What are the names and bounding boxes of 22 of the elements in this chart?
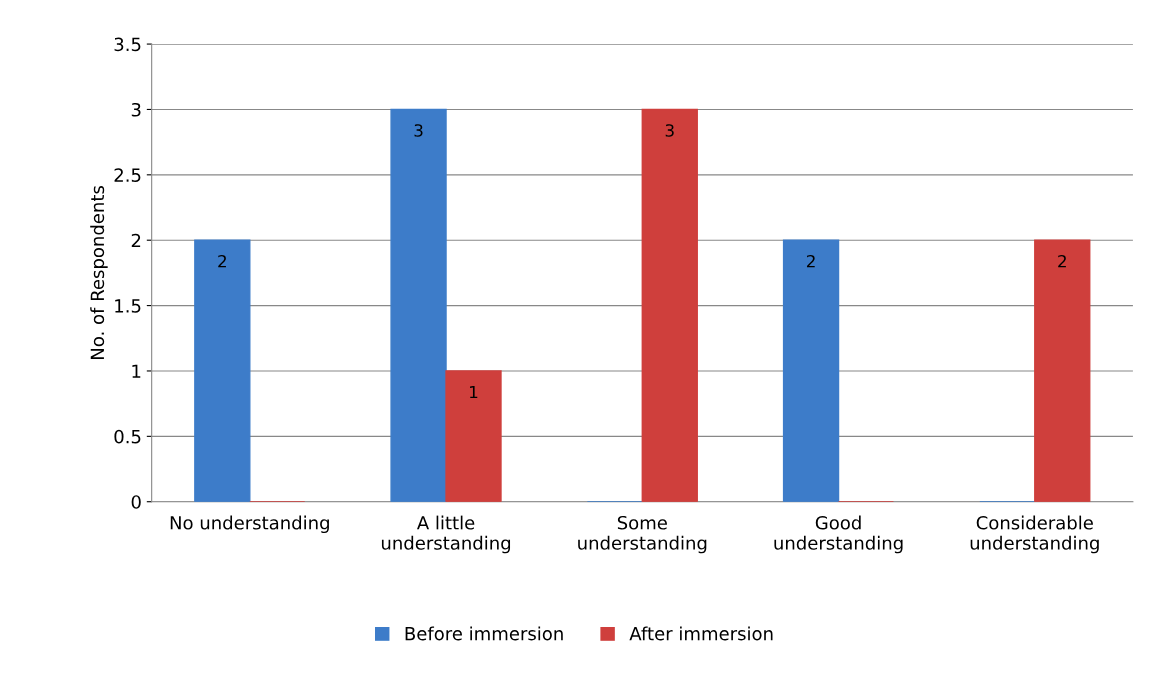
y-axis-title: No. of Respondents [90,186,108,359]
data-label: 3 [414,124,423,137]
data-label: 2 [806,254,815,268]
y-tick-label: 3.5 [114,37,141,52]
legend-label: After immersion [629,626,773,641]
x-tick-label: No understanding [170,515,329,534]
x-tick-label: Good understanding [774,515,903,554]
y-tick-label: 2.5 [114,168,141,182]
data-label: 2 [1058,254,1066,268]
y-tick-label: 1.5 [115,299,141,313]
y-tick-label: 2 [131,233,141,248]
y-tick-label: 1 [132,364,141,378]
data-label: 3 [665,124,674,137]
x-tick-label: Some understanding [578,515,707,554]
data-label: 1 [470,385,478,399]
x-tick-label: Considerable understanding [970,515,1099,554]
legend-label: Before immersion [405,626,563,641]
y-tick-label: 0 [131,495,141,509]
y-tick-label: 0.5 [114,429,141,444]
data-label: 2 [218,254,226,268]
y-tick-label: 3 [131,102,141,117]
x-tick-label: A little understanding [381,515,511,554]
